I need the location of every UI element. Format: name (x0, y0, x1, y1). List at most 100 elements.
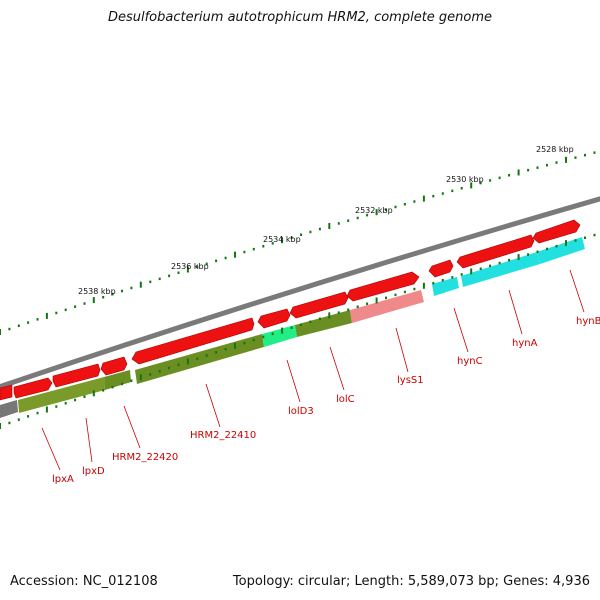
minor-tick (215, 259, 218, 263)
minor-tick (271, 242, 274, 245)
minor-tick (536, 250, 539, 253)
gene-label-hrm2-22410: HRM2_22410 (190, 430, 256, 441)
scale-labels: 2528 kbp 2530 kbp 2532 kbp 2534 kbp 2536… (78, 145, 574, 296)
minor-tick (309, 230, 312, 234)
minor-tick (27, 415, 30, 418)
minor-tick (252, 247, 255, 251)
cds-bars (0, 237, 585, 418)
genome-backbone (0, 196, 600, 390)
minor-tick (574, 239, 577, 242)
minor-tick (574, 156, 577, 159)
scale-label-2538: 2538 kbp (78, 287, 116, 296)
cds-bar-olive (104, 370, 131, 390)
cds-bar-cyan (537, 237, 585, 264)
gene-arrow (257, 308, 291, 329)
minor-tick (366, 213, 369, 217)
minor-tick (111, 292, 114, 296)
major-tick (422, 195, 425, 202)
cds-bar-olive (295, 310, 352, 337)
minor-tick (555, 161, 558, 164)
minor-tick (300, 233, 302, 236)
scale-label-2528: 2528 kbp (536, 145, 574, 154)
gene-label-hync: hynC (457, 356, 483, 367)
major-tick (139, 374, 142, 381)
minor-tick (432, 281, 435, 285)
minor-tick (121, 382, 123, 386)
gene-arrow (131, 317, 255, 365)
summary-label: Topology: circular; Length: 5,589,073 bp… (232, 574, 590, 589)
major-tick (565, 156, 567, 163)
minor-tick (546, 163, 548, 167)
minor-tick (168, 366, 171, 370)
minor-tick (158, 370, 161, 373)
scale-label-2536: 2536 kbp (171, 262, 209, 271)
gene-label-hyna: hynA (512, 338, 538, 349)
minor-tick (17, 324, 20, 327)
minor-tick (441, 279, 444, 282)
minor-tick (403, 203, 406, 206)
minor-tick (385, 208, 387, 211)
minor-tick (479, 181, 482, 185)
minor-tick (74, 305, 77, 308)
scale-label-2532: 2532 kbp (355, 206, 393, 215)
scale-label-2530: 2530 kbp (446, 175, 484, 184)
major-tick (328, 223, 331, 229)
minor-tick (177, 363, 180, 367)
minor-tick (262, 245, 265, 248)
minor-tick (584, 236, 586, 239)
minor-tick (555, 244, 558, 248)
major-tick (328, 312, 331, 319)
minor-tick (356, 216, 359, 220)
gene-arrow (0, 384, 13, 401)
minor-tick (479, 267, 482, 270)
minor-tick (130, 286, 133, 290)
minor-tick (527, 253, 530, 256)
minor-tick (290, 326, 293, 329)
cds-bar-gray (0, 400, 18, 418)
minor-tick (413, 200, 416, 203)
minor-tick (149, 373, 152, 376)
minor-tick (8, 421, 11, 425)
minor-tick (498, 176, 501, 180)
gene-label-hynb: hynB (576, 316, 600, 327)
minor-tick (271, 332, 274, 336)
gene-arrow (100, 356, 128, 376)
minor-tick (36, 318, 39, 321)
major-tick (517, 169, 520, 176)
minor-tick (432, 194, 435, 198)
minor-tick (8, 327, 11, 331)
minor-tick (27, 321, 30, 324)
major-tick (186, 266, 189, 273)
minor-tick (158, 277, 161, 281)
gene-label-lpxD: lpxD (82, 466, 105, 477)
major-tick (375, 209, 378, 216)
minor-tick (460, 273, 463, 276)
minor-tick (196, 357, 199, 360)
major-tick (139, 281, 142, 288)
major-tick (470, 268, 473, 275)
gene-arrow (13, 377, 53, 399)
major-tick (422, 282, 425, 289)
minor-tick (498, 261, 501, 265)
minor-tick (243, 250, 246, 254)
minor-tick (318, 227, 321, 231)
minor-tick (83, 302, 86, 305)
minor-tick (403, 290, 406, 294)
gene-label-lyss1: lysS1 (397, 375, 424, 386)
gene-arrow (456, 234, 535, 269)
gene-arrow (346, 271, 420, 302)
minor-tick (121, 289, 123, 293)
minor-tick (527, 168, 530, 172)
minor-tick (83, 395, 86, 398)
map-title: Desulfobacterium autotrophicum HRM2, com… (107, 10, 493, 25)
major-tick (92, 297, 95, 304)
minor-tick (318, 317, 321, 320)
minor-tick (441, 192, 444, 195)
cds-bar-olive (135, 334, 264, 384)
minor-tick (451, 189, 454, 193)
minor-tick (102, 389, 105, 392)
minor-tick (385, 296, 387, 300)
gene-arrow (52, 363, 101, 388)
minor-tick (356, 305, 359, 308)
